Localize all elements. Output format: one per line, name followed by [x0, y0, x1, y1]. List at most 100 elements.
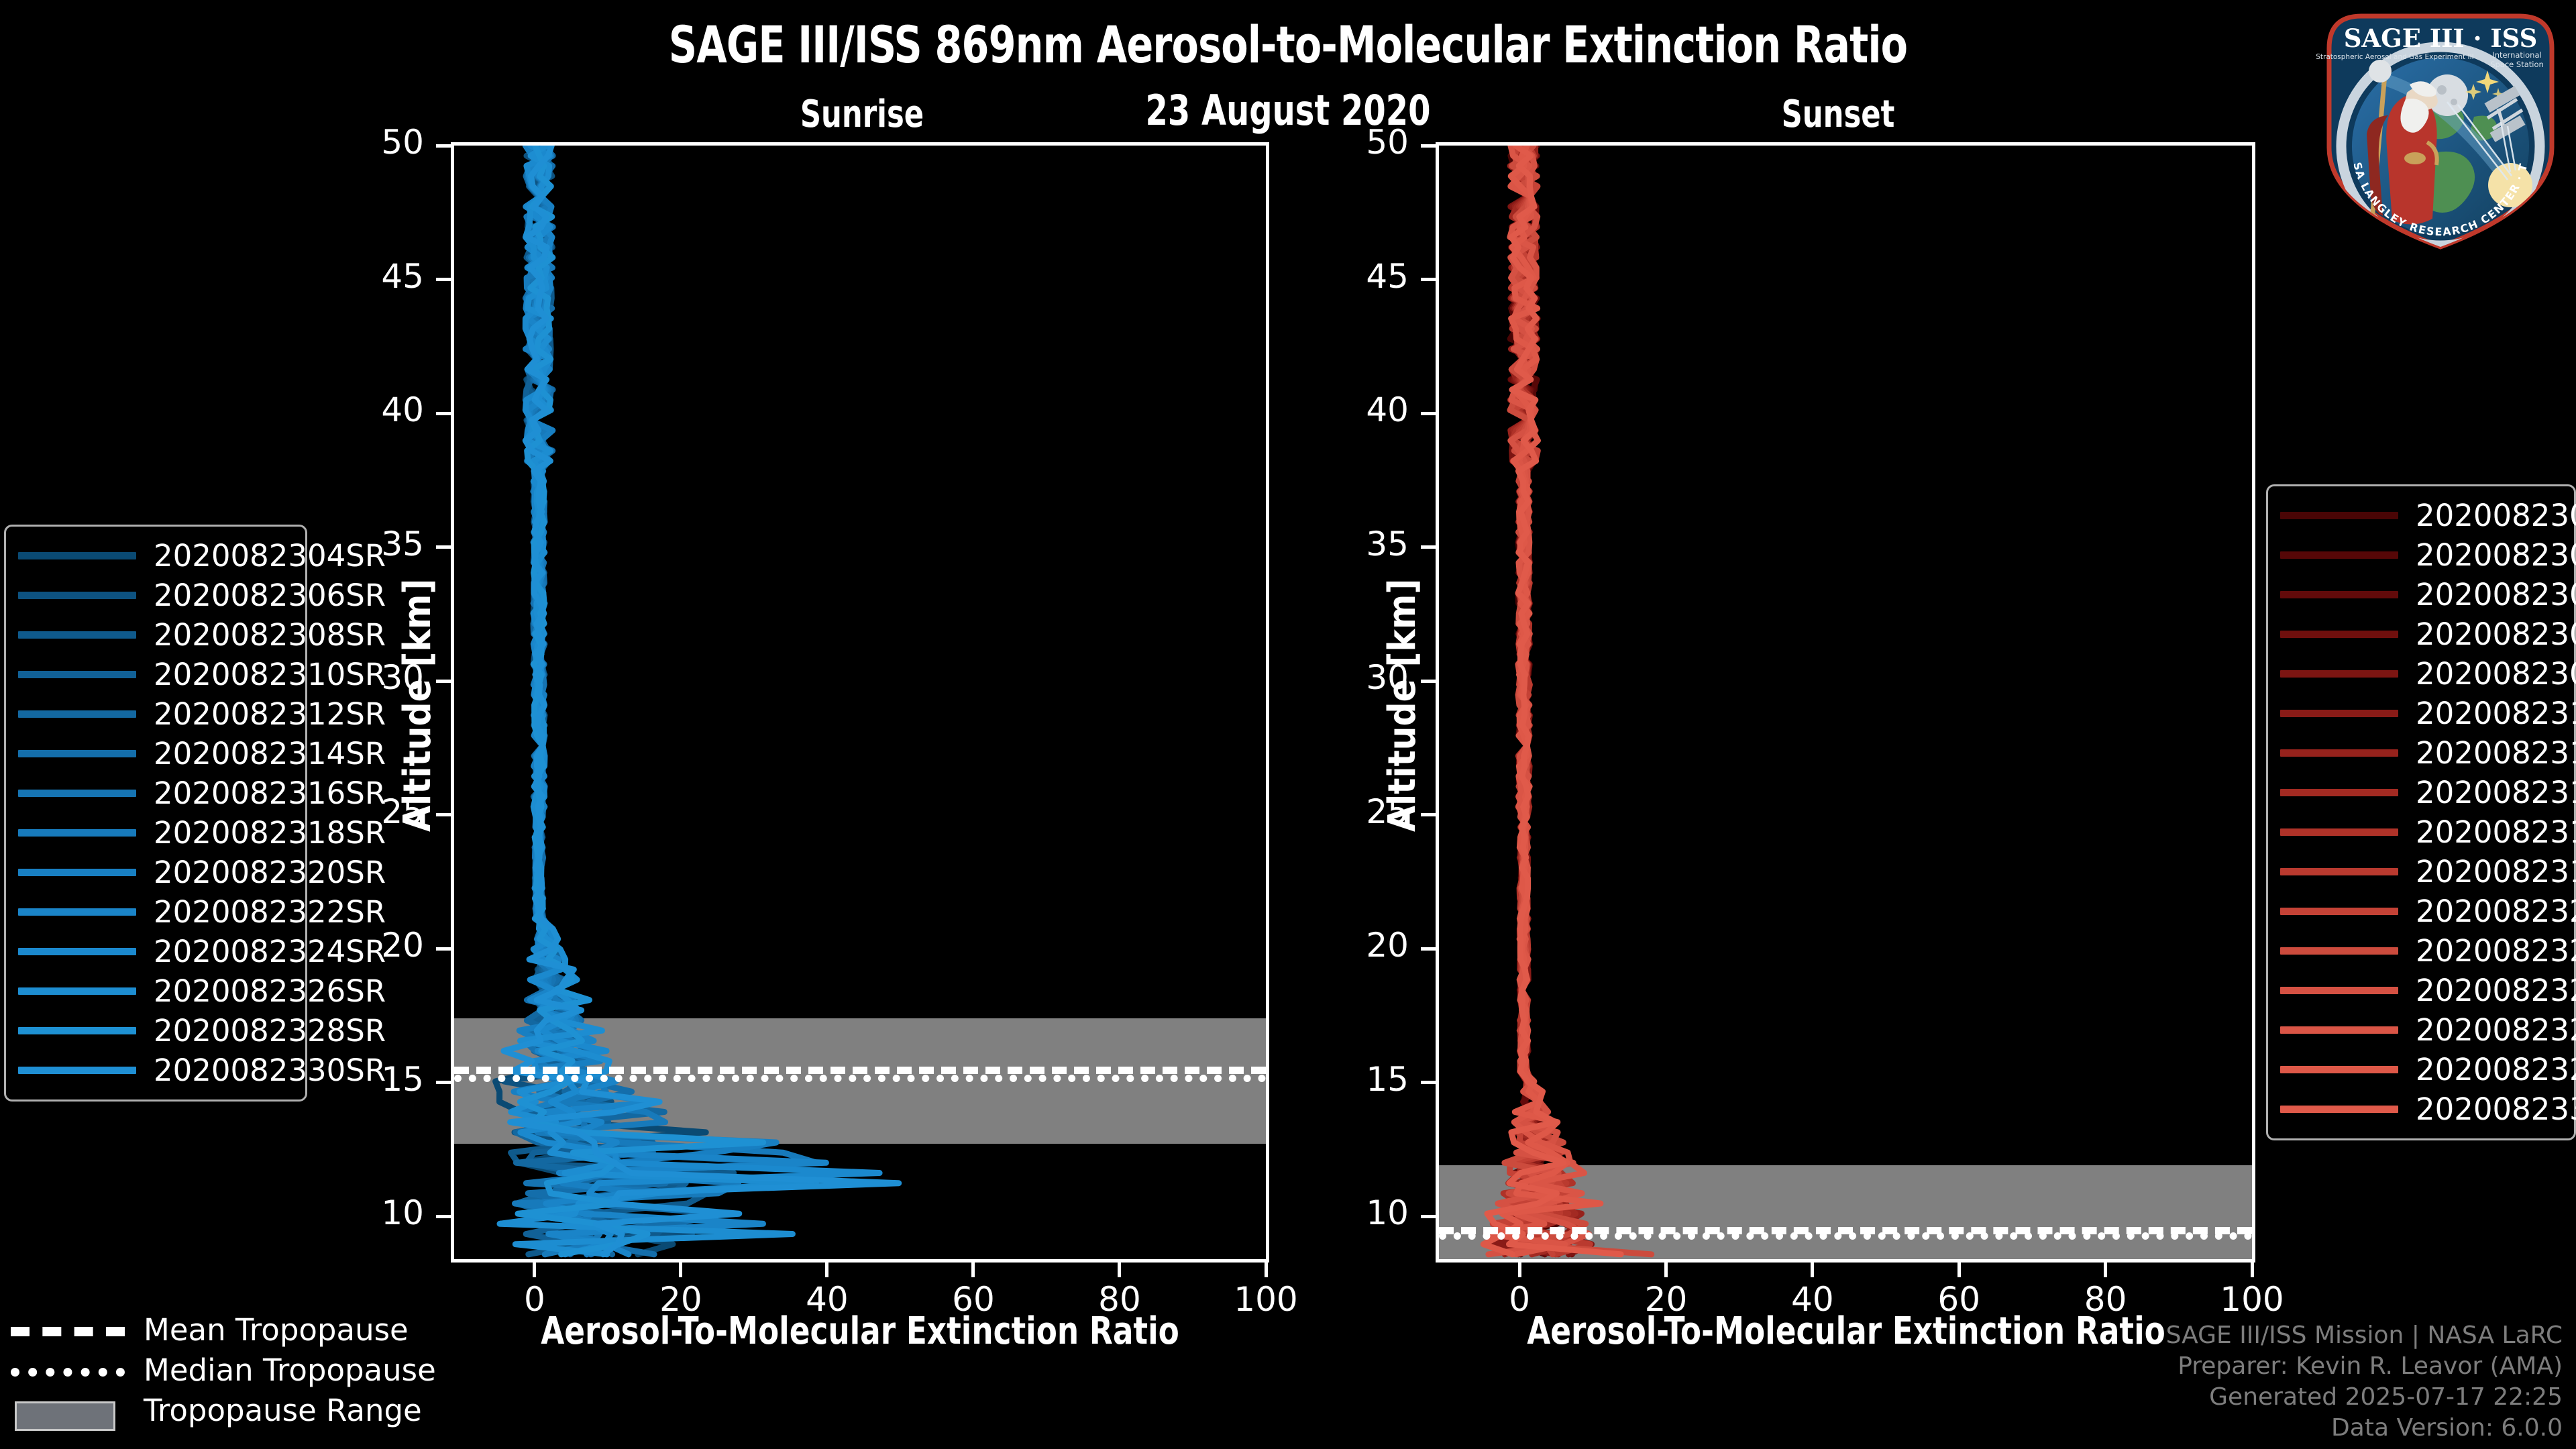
- ytick-label: 10: [1366, 1193, 1409, 1233]
- logo-moon: [2426, 74, 2468, 116]
- logo-sight-lines: [2447, 101, 2517, 180]
- legend-label: 2020082317SS: [2416, 814, 2576, 850]
- ytick-label: 25: [1366, 792, 1409, 831]
- legend-item[interactable]: 2020082307SS: [2280, 614, 2576, 654]
- series-traces-sunrise: [492, 146, 902, 1258]
- xtick-mark: [1664, 1263, 1668, 1277]
- mean-tropopause-line-sunrise: [454, 1066, 1266, 1074]
- panel-title-sunset: Sunset: [1781, 93, 1895, 136]
- legend-item[interactable]: 2020082312SR: [18, 694, 386, 734]
- legend-item[interactable]: 2020082329SS: [2280, 1050, 2576, 1089]
- ytick-mark: [1421, 813, 1436, 817]
- xaxis-title-sunrise: Aerosol-To-Molecular Extinction Ratio: [541, 1309, 1179, 1353]
- legend-color-swatch: [2280, 631, 2398, 638]
- legend-sunrise[interactable]: 2020082304SR 2020082306SR 2020082308SR 2020…: [4, 525, 386, 1102]
- legend-item[interactable]: 2020082326SR: [18, 971, 386, 1011]
- legend-item[interactable]: 2020082328SR: [18, 1011, 386, 1051]
- logo-stars: [2465, 70, 2504, 100]
- legend-tropopause: Mean Tropopause Median Tropopause Tropop…: [11, 1309, 436, 1431]
- legend-color-swatch: [2280, 1066, 2398, 1073]
- dashed-line-icon: [11, 1320, 125, 1340]
- logo-ring: [2336, 42, 2545, 247]
- xtick-label: 0: [524, 1280, 545, 1319]
- legend-item[interactable]: 2020082318SR: [18, 813, 386, 853]
- legend-item[interactable]: 2020082327SS: [2280, 1010, 2576, 1050]
- legend-label: 2020082318SR: [154, 815, 386, 851]
- ytick-label: 35: [1366, 524, 1409, 564]
- legend-color-swatch: [2280, 789, 2398, 796]
- legend-item[interactable]: 2020082314SR: [18, 734, 386, 773]
- credit-generated: Generated 2025-07-17 22:25: [2209, 1383, 2563, 1411]
- legend-item[interactable]: 2020082304SR: [18, 536, 386, 576]
- legend-item[interactable]: 2020082321SS: [2280, 892, 2576, 931]
- ytick-label: 45: [381, 256, 424, 296]
- legend-item[interactable]: 2020082330SR: [18, 1051, 386, 1090]
- legend-color-swatch: [18, 1027, 136, 1034]
- legend-color-swatch: [2280, 947, 2398, 955]
- legend-color-swatch: [18, 1067, 136, 1074]
- legend-item[interactable]: 2020082305SS: [2280, 575, 2576, 614]
- legend-item[interactable]: 2020082320SR: [18, 853, 386, 892]
- logo-subtitle-right-2: Space Station: [2490, 60, 2544, 69]
- xtick-mark: [2104, 1263, 2108, 1277]
- legend-color-swatch: [2280, 591, 2398, 598]
- legend-color-swatch: [18, 790, 136, 797]
- legend-item[interactable]: 2020082324SR: [18, 932, 386, 971]
- legend-label: 2020082326SR: [154, 973, 386, 1009]
- legend-label: 2020082325SS: [2416, 973, 2576, 1008]
- legend-label: 2020082319SS: [2416, 854, 2576, 890]
- legend-item[interactable]: 2020082303SS: [2280, 535, 2576, 575]
- legend-item[interactable]: 2020082306SR: [18, 576, 386, 615]
- legend-item[interactable]: 2020082331SS: [2280, 1089, 2576, 1129]
- xtick-mark: [2250, 1263, 2254, 1277]
- legend-color-swatch: [2280, 828, 2398, 836]
- legend-item[interactable]: 2020082313SS: [2280, 733, 2576, 773]
- logo-sun: [2488, 163, 2532, 207]
- legend-item[interactable]: 2020082316SR: [18, 773, 386, 813]
- legend-label-mean: Mean Tropopause: [144, 1311, 409, 1348]
- legend-label: 2020082313SS: [2416, 735, 2576, 771]
- xtick-label: 100: [1234, 1280, 1298, 1319]
- legend-label: 2020082330SR: [154, 1053, 386, 1088]
- legend-item[interactable]: 2020082315SS: [2280, 773, 2576, 812]
- sage-iii-iss-logo: SAGE III · ISS Stratospheric Aerosol and…: [2316, 4, 2555, 250]
- legend-color-swatch: [18, 710, 136, 718]
- legend-item[interactable]: 2020082309SS: [2280, 654, 2576, 694]
- legend-item[interactable]: 2020082325SS: [2280, 971, 2576, 1010]
- ytick-label: 35: [381, 524, 424, 564]
- ytick-label: 20: [1366, 926, 1409, 965]
- legend-label: 2020082314SR: [154, 736, 386, 771]
- legend-item[interactable]: 2020082322SR: [18, 892, 386, 932]
- series-traces-sunset: [1480, 146, 1655, 1258]
- legend-item[interactable]: 2020082323SS: [2280, 931, 2576, 971]
- legend-color-swatch: [2280, 908, 2398, 915]
- legend-color-swatch: [18, 631, 136, 639]
- panel-title-sunrise: Sunrise: [800, 93, 924, 136]
- legend-item[interactable]: 2020082310SR: [18, 655, 386, 694]
- legend-color-swatch: [2280, 670, 2398, 678]
- legend-item[interactable]: 2020082301SS: [2280, 496, 2576, 535]
- legend-item[interactable]: 2020082311SS: [2280, 694, 2576, 733]
- legend-color-swatch: [18, 908, 136, 916]
- logo-wordmark: SAGE III · ISS: [2344, 23, 2538, 53]
- legend-item[interactable]: 2020082317SS: [2280, 812, 2576, 852]
- ytick-mark: [436, 1214, 451, 1218]
- date-subtitle: 23 August 2020: [1145, 86, 1431, 135]
- legend-label: 2020082308SR: [154, 617, 386, 653]
- xtick-label: 60: [1937, 1280, 1981, 1319]
- credit-data-version: Data Version: 6.0.0: [2331, 1413, 2563, 1442]
- legend-label: 2020082312SR: [154, 696, 386, 732]
- legend-item[interactable]: 2020082319SS: [2280, 852, 2576, 892]
- xtick-label: 20: [1644, 1280, 1688, 1319]
- legend-item[interactable]: 2020082308SR: [18, 615, 386, 655]
- xtick-mark: [1811, 1263, 1815, 1277]
- legend-label: 2020082309SS: [2416, 656, 2576, 692]
- legend-label: 2020082324SR: [154, 934, 386, 969]
- xtick-mark: [679, 1263, 683, 1277]
- legend-sunset[interactable]: 2020082301SS 2020082303SS 2020082305SS 2020…: [2266, 484, 2576, 1140]
- dotted-line-icon: [11, 1360, 125, 1380]
- filled-box-icon: [11, 1400, 125, 1431]
- ytick-mark: [436, 947, 451, 951]
- legend-color-swatch: [2280, 512, 2398, 519]
- legend-color-swatch: [18, 750, 136, 757]
